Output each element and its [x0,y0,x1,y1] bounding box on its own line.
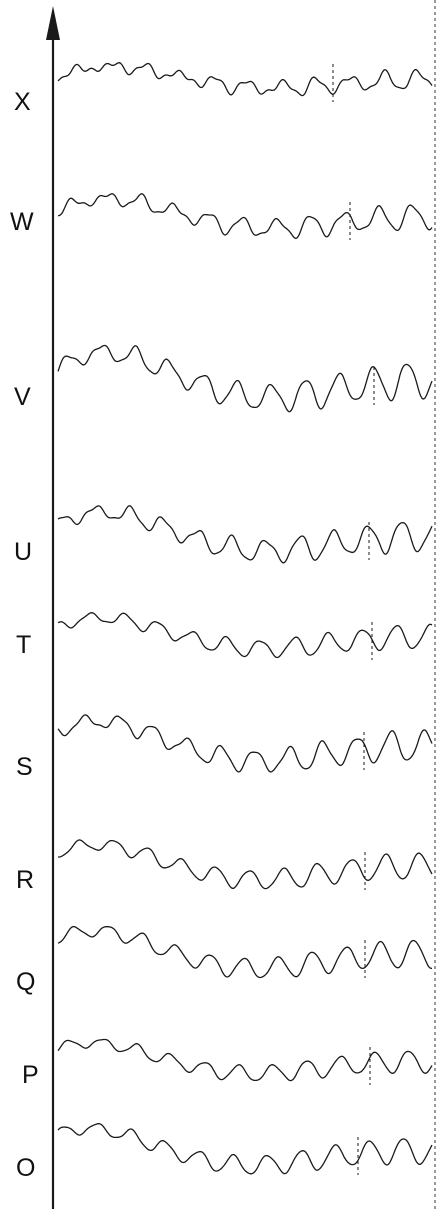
curve-r [58,839,433,890]
curve-w [57,193,433,240]
curve-u [57,505,433,564]
axis-arrowhead [46,6,60,40]
row-label-s: S [16,753,33,781]
row-label-r: R [16,866,34,894]
curve-s [57,714,433,773]
curve-x [57,62,433,97]
row-label-u: U [14,538,32,566]
curve-o [57,1123,433,1175]
row-label-o: O [16,1154,35,1182]
row-label-q: Q [16,968,35,996]
curves [57,62,433,1175]
row-label-t: T [16,631,31,659]
curve-p [57,1038,433,1082]
curve-t [57,612,433,659]
row-label-x: X [14,88,31,116]
row-label-v: V [14,383,31,411]
row-label-p: P [22,1061,39,1089]
curve-q [57,925,433,979]
row-label-w: W [10,208,34,236]
curve-v [57,344,433,413]
